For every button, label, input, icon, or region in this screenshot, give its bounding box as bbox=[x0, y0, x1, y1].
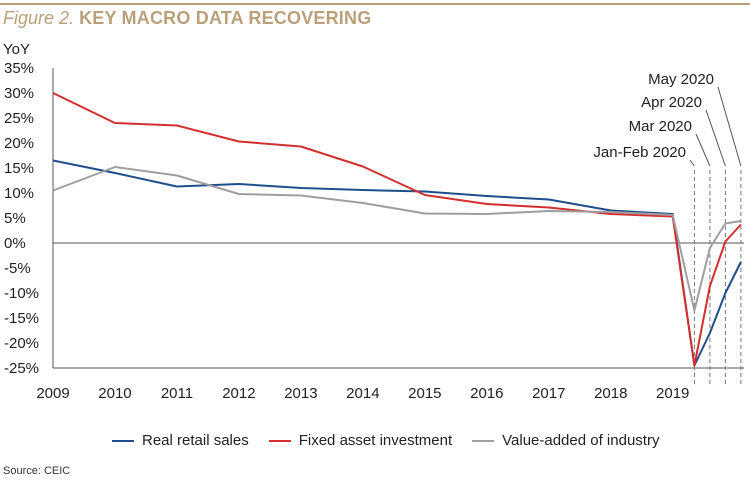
legend-item: Fixed asset investment bbox=[268, 432, 453, 449]
annotation-leader bbox=[689, 159, 695, 167]
y-tick-label: 30% bbox=[4, 85, 34, 102]
figure-label: Figure 2. bbox=[3, 8, 75, 28]
legend-item: Value-added of industry bbox=[472, 432, 659, 449]
legend-label: Real retail sales bbox=[142, 432, 249, 449]
x-tick-label: 2017 bbox=[532, 385, 565, 402]
y-tick-label: 0% bbox=[4, 235, 26, 252]
y-tick-label: -10% bbox=[4, 285, 39, 302]
legend: Real retail sales Fixed asset investment V… bbox=[112, 432, 679, 449]
legend-label: Value-added of industry bbox=[502, 432, 660, 449]
y-tick-label: 25% bbox=[4, 110, 34, 127]
legend-swatch bbox=[472, 439, 495, 442]
x-tick-label: 2012 bbox=[222, 385, 255, 402]
y-axis-label: YoY bbox=[3, 41, 30, 58]
y-tick-label: 35% bbox=[4, 60, 34, 77]
legend-label: Fixed asset investment bbox=[298, 432, 453, 449]
annotation-leader bbox=[695, 133, 711, 167]
y-tick-label: 10% bbox=[4, 185, 34, 202]
x-tick-label: 2015 bbox=[408, 385, 441, 402]
annotation-label: Apr 2020 bbox=[641, 94, 702, 111]
series-line-1 bbox=[52, 159, 742, 367]
y-tick-label: -20% bbox=[4, 335, 39, 352]
y-tick-label: -15% bbox=[4, 310, 39, 327]
legend-swatch bbox=[112, 439, 134, 442]
y-tick-label: -25% bbox=[4, 360, 39, 377]
x-tick-label: 2013 bbox=[284, 385, 317, 402]
x-tick-label: 2010 bbox=[98, 385, 131, 402]
annotation-label: May 2020 bbox=[648, 71, 714, 88]
y-tick-label: 15% bbox=[4, 160, 34, 177]
legend-item: Real retail sales bbox=[112, 432, 249, 449]
annotation-label: Mar 2020 bbox=[629, 118, 692, 135]
annotation-leader bbox=[705, 109, 726, 167]
x-tick-label: 2014 bbox=[346, 385, 379, 402]
annotation-label: Jan-Feb 2020 bbox=[593, 144, 686, 161]
series-line-3 bbox=[52, 166, 742, 312]
line-chart: 35% 30% 25% 20% 15% 10% 5% 0% -5% -10% -15% -20% -25… bbox=[4, 60, 744, 402]
annotation-leader bbox=[717, 86, 742, 167]
x-tick-label: 2016 bbox=[470, 385, 503, 402]
x-tick-label: 2019 bbox=[656, 385, 689, 402]
y-tick-label: 5% bbox=[4, 210, 26, 227]
y-tick-label: 20% bbox=[4, 135, 34, 152]
legend-swatch bbox=[268, 439, 291, 442]
y-tick-label: -5% bbox=[4, 260, 31, 277]
x-tick-label: 2018 bbox=[594, 385, 627, 402]
x-tick-label: 2011 bbox=[161, 385, 193, 402]
series-line-2 bbox=[52, 92, 742, 367]
top-rule bbox=[0, 3, 750, 5]
figure-heading: KEY MACRO DATA RECOVERING bbox=[79, 8, 372, 28]
figure-title: Figure 2. KEY MACRO DATA RECOVERING bbox=[3, 8, 371, 29]
x-tick-label: 2009 bbox=[36, 385, 69, 402]
source-note: Source: CEIC bbox=[3, 465, 71, 477]
